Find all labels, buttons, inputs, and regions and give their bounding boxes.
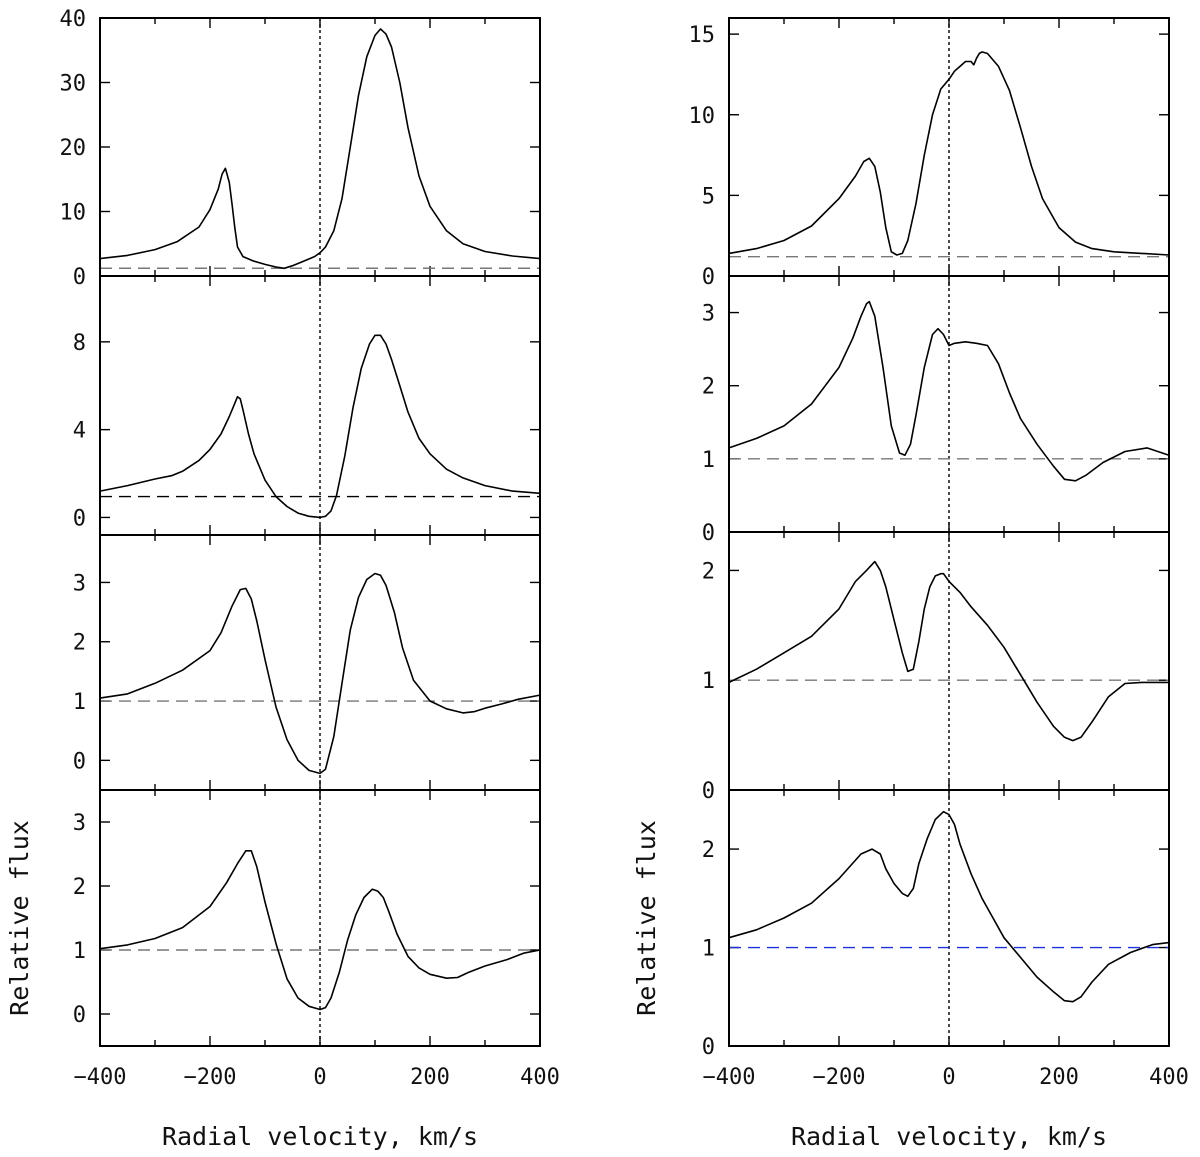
profile-line	[728, 51, 1170, 256]
x-tick-label: −200	[813, 1065, 866, 1090]
right-y-axis-label: Relative flux	[632, 820, 661, 1016]
y-tick-label: 0	[702, 779, 715, 804]
y-tick-label: 0	[702, 265, 715, 290]
x-tick-label: 400	[1149, 1065, 1189, 1090]
y-tick-label: 0	[702, 521, 715, 546]
y-tick-label: 10	[689, 104, 716, 129]
chart-panel-8: 0 1 2	[702, 789, 1170, 1060]
left-y-axis-label: Relative flux	[5, 820, 34, 1016]
profile-line	[99, 334, 541, 519]
chart-panel-1: 0 10 20 30 40	[60, 7, 541, 290]
x-tick-label: −200	[184, 1065, 237, 1090]
profile-line	[728, 560, 1169, 742]
y-tick-label: 15	[689, 23, 716, 48]
y-tick-label: 10	[60, 201, 87, 226]
left-x-axis-label: Radial velocity, km/s	[162, 1122, 478, 1151]
chart-panel-4: 0 1 2 3	[73, 789, 541, 1047]
y-tick-label: 3	[702, 302, 715, 327]
y-tick-label: 0	[73, 1003, 86, 1028]
y-tick-label: 2	[702, 838, 715, 863]
y-tick-label: 1	[702, 448, 715, 473]
y-tick-label: 2	[702, 375, 715, 400]
x-tick-label: 200	[1039, 1065, 1079, 1090]
chart-panel-6: 0 1 2 3	[702, 275, 1170, 546]
x-tick-label: −400	[703, 1065, 756, 1090]
y-tick-label: 1	[702, 669, 715, 694]
chart-panel-3: 0 1 2 3	[73, 534, 541, 791]
y-tick-label: 0	[73, 749, 86, 774]
panel-frame	[728, 789, 1170, 1047]
y-tick-label: 30	[60, 72, 87, 97]
y-tick-label: 2	[73, 631, 86, 656]
profile-line	[99, 849, 541, 1011]
x-tick-label: 400	[520, 1065, 560, 1090]
y-tick-label: 1	[73, 690, 86, 715]
y-tick-label: 8	[73, 331, 86, 356]
x-tick-label: 0	[313, 1065, 326, 1090]
y-tick-label: 0	[73, 265, 86, 290]
right-x-axis-label: Radial velocity, km/s	[791, 1122, 1107, 1151]
chart-panel-2: 0 4 8	[73, 275, 541, 536]
chart-panel-7: 0 1 2	[702, 531, 1170, 804]
x-tick-label: 0	[942, 1065, 955, 1090]
y-tick-label: 20	[60, 136, 87, 161]
y-tick-label: 2	[73, 875, 86, 900]
y-tick-label: 4	[73, 419, 86, 444]
x-tick-label: −400	[74, 1065, 127, 1090]
panel-frame	[99, 789, 541, 1047]
y-tick-label: 0	[73, 506, 86, 531]
y-tick-label: 5	[702, 184, 715, 209]
profile-line	[728, 810, 1170, 1003]
right-x-tick-labels: −400 −200 0 200 400	[703, 1065, 1189, 1090]
y-tick-label: 1	[702, 937, 715, 962]
left-x-tick-labels: −400 −200 0 200 400	[74, 1065, 560, 1090]
y-tick-label: 3	[73, 571, 86, 596]
chart-panel-5: 0 5 10 15	[689, 17, 1170, 290]
y-tick-label: 0	[702, 1035, 715, 1060]
x-tick-label: 200	[410, 1065, 450, 1090]
y-tick-label: 3	[73, 811, 86, 836]
y-tick-label: 2	[702, 559, 715, 584]
profile-line	[728, 300, 1170, 482]
y-tick-label: 1	[73, 939, 86, 964]
profile-line	[99, 28, 541, 270]
profile-line	[99, 572, 541, 775]
y-tick-label: 40	[60, 7, 87, 32]
